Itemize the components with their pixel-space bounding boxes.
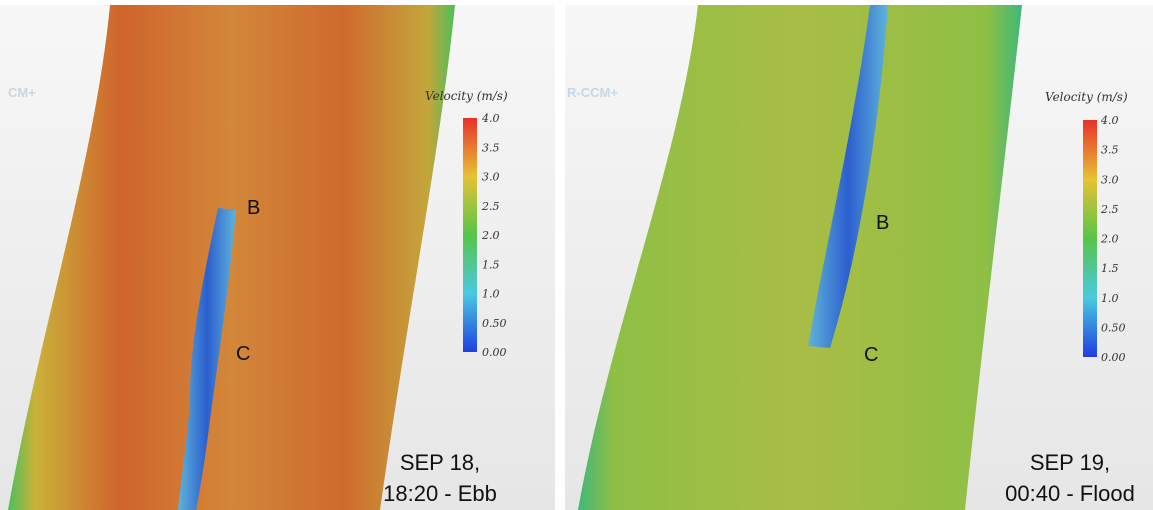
legend-tick-label: 1.5: [482, 258, 500, 271]
legend-tick-label: 2.0: [1100, 233, 1119, 246]
legend-tick-label: 4.0: [481, 112, 500, 125]
legend-tick-label: 0.50: [1101, 321, 1126, 334]
legend-tick-label: 3.5: [1101, 144, 1119, 157]
watermark: CM+: [8, 85, 36, 100]
legend-tick-label: 1.0: [1101, 292, 1119, 305]
caption: 18:20 - Ebb: [383, 481, 497, 506]
legend-tick-label: 3.5: [482, 141, 500, 154]
legend-tick-label: 2.5: [481, 200, 500, 213]
caption: SEP 18,: [400, 450, 480, 475]
watermark: R-CCM+: [567, 85, 618, 100]
legend-tick-label: 0.00: [482, 346, 507, 359]
legend-tick-label: 3.0: [1101, 173, 1119, 186]
caption: SEP 19,: [1030, 450, 1110, 475]
legend-tick-label: 4.0: [1100, 114, 1119, 127]
color-bar: [1083, 120, 1097, 357]
caption: 00:40 - Flood: [1005, 481, 1135, 506]
legend-tick-label: 1.0: [482, 288, 500, 301]
point-label: C: [864, 344, 878, 366]
point-label: B: [247, 197, 260, 219]
legend-tick-label: 0.00: [1101, 351, 1126, 364]
legend-tick-label: 1.5: [1101, 262, 1119, 275]
point-label: C: [236, 343, 250, 365]
legend-title: Velocity (m/s): [1045, 90, 1128, 104]
figure: CM+ Velocity (m/s) B C SEP 18, 18:20 - E…: [0, 0, 1153, 510]
legend-title: Velocity (m/s): [425, 89, 508, 103]
legend-tick-label: 3.0: [482, 171, 500, 184]
legend-tick-label: 2.0: [481, 229, 500, 242]
legend-tick-label: 0.50: [482, 317, 507, 330]
point-label: B: [876, 212, 889, 234]
legend-tick-label: 2.5: [1100, 203, 1119, 216]
color-bar: [463, 118, 477, 352]
